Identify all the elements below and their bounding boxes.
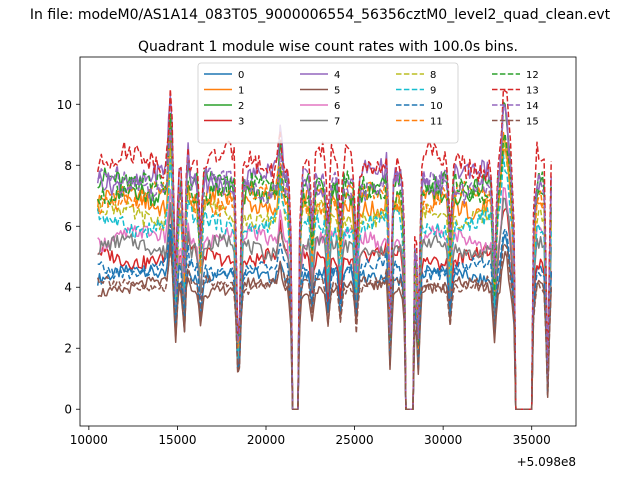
legend-label-10: 10 bbox=[430, 101, 443, 112]
y-axis: 0 2 4 6 8 10 bbox=[57, 98, 80, 417]
plot-area-frame bbox=[79, 56, 577, 427]
legend-label-4: 4 bbox=[334, 70, 340, 81]
legend-label-1: 1 bbox=[238, 86, 244, 97]
y-tick-label: 8 bbox=[64, 159, 72, 173]
series-line-13 bbox=[96, 88, 552, 410]
series-layer bbox=[96, 88, 552, 410]
y-tick-label: 4 bbox=[64, 281, 72, 295]
legend-label-0: 0 bbox=[238, 70, 244, 81]
legend-label-5: 5 bbox=[334, 86, 340, 97]
x-tick-label: 15000 bbox=[158, 433, 196, 447]
series-line-10 bbox=[97, 223, 552, 410]
legend-label-11: 11 bbox=[430, 117, 443, 128]
suptitle: In file: modeM0/AS1A14_083T05_9000006554… bbox=[30, 7, 611, 23]
legend-label-9: 9 bbox=[430, 86, 436, 97]
legend-label-15: 15 bbox=[526, 117, 539, 128]
y-tick-label: 6 bbox=[64, 220, 72, 234]
x-axis: 10000 15000 20000 25000 30000 35000 bbox=[70, 426, 551, 447]
legend-label-14: 14 bbox=[526, 101, 539, 112]
legend-label-13: 13 bbox=[526, 86, 539, 97]
x-tick-label: 20000 bbox=[247, 433, 285, 447]
y-tick-label: 0 bbox=[64, 403, 72, 417]
x-tick-label: 30000 bbox=[424, 433, 462, 447]
series-line-15 bbox=[96, 243, 552, 410]
legend-label-12: 12 bbox=[526, 70, 539, 81]
chart-title: Quadrant 1 module wise count rates with … bbox=[138, 39, 518, 55]
legend-label-2: 2 bbox=[238, 101, 244, 112]
x-offset-text: +5.098e8 bbox=[517, 455, 576, 469]
y-tick-label: 2 bbox=[64, 342, 72, 356]
legend-frame bbox=[197, 62, 459, 144]
y-tick-label: 10 bbox=[57, 98, 72, 112]
x-tick-label: 10000 bbox=[70, 433, 108, 447]
legend-label-7: 7 bbox=[334, 117, 340, 128]
x-tick-label: 35000 bbox=[513, 433, 551, 447]
legend-label-6: 6 bbox=[334, 101, 340, 112]
x-tick-label: 25000 bbox=[335, 433, 373, 447]
legend-label-8: 8 bbox=[430, 70, 436, 81]
series-line-14 bbox=[97, 106, 552, 410]
legend-label-3: 3 bbox=[238, 117, 244, 128]
